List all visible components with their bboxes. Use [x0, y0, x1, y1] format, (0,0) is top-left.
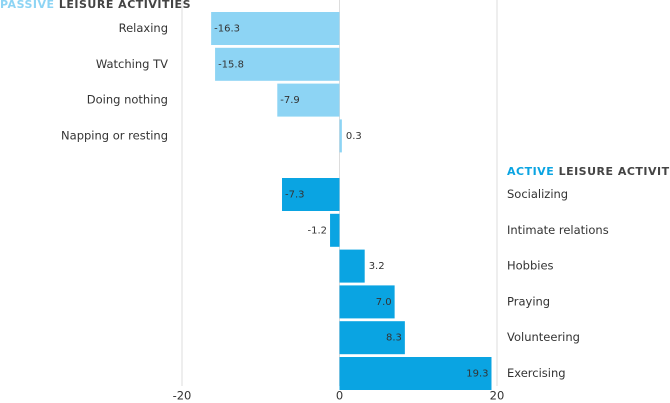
value-label: 19.3 — [466, 369, 488, 380]
group-title-rest: LEISURE ACTIVITIES — [559, 165, 670, 178]
group-title: ACTIVE LEISURE ACTIVITIES — [507, 165, 670, 178]
x-tick-label: -20 — [173, 389, 192, 403]
group-title-highlight: PASSIVE — [0, 0, 55, 11]
category-label: Hobbies — [507, 259, 554, 273]
category-label: Exercising — [507, 366, 566, 380]
value-label: 0.3 — [346, 131, 362, 142]
category-label: Napping or resting — [61, 128, 168, 142]
category-label: Watching TV — [96, 57, 168, 71]
bar — [339, 119, 342, 153]
category-label: Praying — [507, 294, 550, 308]
bar — [211, 12, 340, 45]
x-tick-label: 0 — [336, 389, 343, 403]
value-label: -7.3 — [285, 190, 305, 201]
x-tick-label: 20 — [490, 389, 505, 403]
category-label: Intimate relations — [507, 223, 609, 237]
bar — [215, 47, 340, 81]
value-label: 3.2 — [369, 261, 385, 272]
category-label: Doing nothing — [87, 93, 168, 107]
bar — [339, 357, 492, 390]
bar — [339, 285, 395, 319]
group-title-rest: LEISURE ACTIVITIES — [59, 0, 191, 11]
value-label: 7.0 — [376, 297, 392, 308]
value-label: -15.8 — [218, 59, 244, 70]
bar — [339, 321, 405, 355]
value-label: 8.3 — [386, 333, 402, 344]
category-label: Volunteering — [507, 330, 580, 344]
value-label: -1.2 — [308, 225, 328, 236]
value-label: -7.9 — [280, 95, 300, 106]
bar — [339, 249, 365, 283]
bar — [282, 178, 340, 211]
group-title: PASSIVE LEISURE ACTIVITIES — [0, 0, 191, 11]
bar — [330, 213, 340, 247]
bar — [277, 83, 340, 117]
group-title-highlight: ACTIVE — [507, 165, 554, 178]
value-label: -16.3 — [214, 24, 240, 35]
category-label: Socializing — [507, 187, 568, 201]
category-label: Relaxing — [119, 21, 168, 35]
